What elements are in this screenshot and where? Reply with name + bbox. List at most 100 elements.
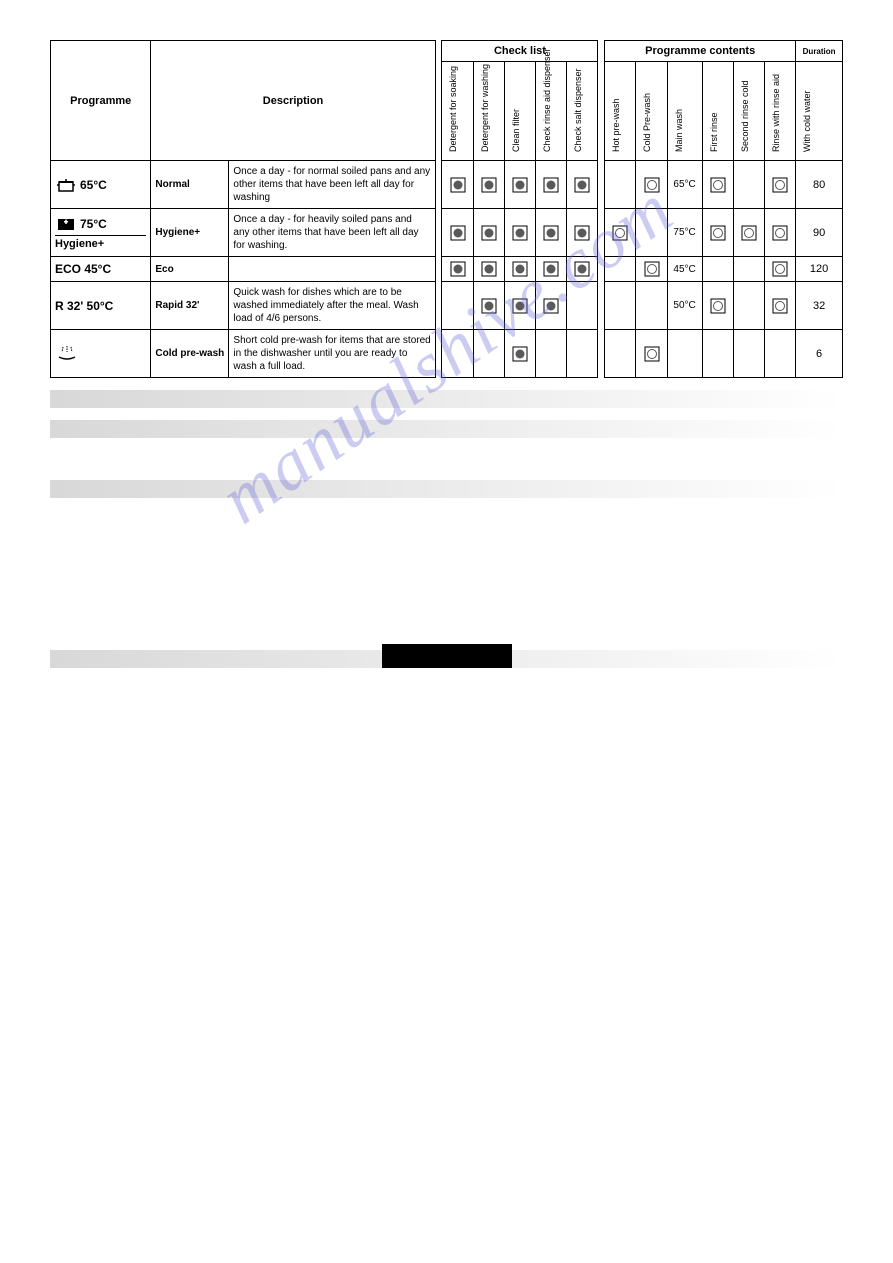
programme-cell: 75°CHygiene+ [51, 209, 151, 257]
header-prog-contents: Programme contents [605, 41, 796, 62]
programme-cell: 65°C [51, 161, 151, 209]
gap [435, 257, 442, 282]
checklist-cell [567, 161, 598, 209]
checklist-cell [473, 330, 504, 378]
prog-cell [636, 209, 667, 257]
table-row: 75°CHygiene+Hygiene+Once a day - for hea… [51, 209, 843, 257]
checklist-cell [473, 257, 504, 282]
gap [435, 282, 442, 330]
duration-cell: 32 [796, 282, 843, 330]
checklist-cell [504, 257, 535, 282]
prog-cell [605, 257, 636, 282]
programme-cell [51, 330, 151, 378]
gap [598, 41, 605, 161]
col-check-0: Detergent for soaking [446, 66, 460, 156]
programme-cell: R 32' 50°C [51, 282, 151, 330]
prog-cell [764, 161, 795, 209]
duration-cell: 120 [796, 257, 843, 282]
gap [598, 330, 605, 378]
programme-name: Normal [151, 161, 229, 209]
col-prog-4: Second rinse cold [738, 66, 752, 156]
duration-cell: 90 [796, 209, 843, 257]
checklist-cell [567, 209, 598, 257]
col-prog-5: Rinse with rinse aid [769, 66, 783, 156]
prog-cell [702, 282, 733, 330]
duration-cell: 80 [796, 161, 843, 209]
checklist-cell [536, 282, 567, 330]
programme-name: Rapid 32' [151, 282, 229, 330]
checklist-cell [442, 209, 473, 257]
programme-description: Once a day - for normal soiled pans and … [229, 161, 435, 209]
duration-cell: 6 [796, 330, 843, 378]
checklist-cell [473, 282, 504, 330]
checklist-cell [567, 257, 598, 282]
prog-cell [764, 257, 795, 282]
prog-cell: 50°C [667, 282, 702, 330]
prog-cell: 45°C [667, 257, 702, 282]
table-row: ECO 45°CEco45°C120 [51, 257, 843, 282]
prog-cell [636, 257, 667, 282]
gap [598, 209, 605, 257]
programme-name: Eco [151, 257, 229, 282]
prog-cell [702, 209, 733, 257]
checklist-cell [442, 282, 473, 330]
checklist-cell [473, 161, 504, 209]
programme-description: Quick wash for dishes which are to be wa… [229, 282, 435, 330]
checklist-cell [473, 209, 504, 257]
prog-cell [764, 330, 795, 378]
col-check-4: Check salt dispenser [571, 66, 585, 156]
checklist-cell [536, 209, 567, 257]
prog-cell [605, 282, 636, 330]
programme-table: Programme Description Check list Program… [50, 40, 843, 378]
prog-cell [733, 257, 764, 282]
prog-cell [764, 209, 795, 257]
gap [435, 41, 442, 161]
prog-cell [733, 209, 764, 257]
checklist-cell [504, 330, 535, 378]
programme-description: Once a day - for heavily soiled pans and… [229, 209, 435, 257]
programme-description: Short cold pre-wash for items that are s… [229, 330, 435, 378]
col-prog-3: First rinse [707, 66, 721, 156]
prog-cell [702, 257, 733, 282]
checklist-cell [442, 257, 473, 282]
checklist-cell [567, 282, 598, 330]
header-checklist: Check list [442, 41, 598, 62]
prog-cell [702, 330, 733, 378]
prog-cell: 75°C [667, 209, 702, 257]
col-prog-1: Cold Pre-wash [640, 66, 654, 156]
prog-cell [667, 330, 702, 378]
checklist-cell [504, 282, 535, 330]
gap [598, 257, 605, 282]
prog-cell [605, 330, 636, 378]
gap [435, 330, 442, 378]
table-row: R 32' 50°CRapid 32'Quick wash for dishes… [51, 282, 843, 330]
checklist-cell [536, 257, 567, 282]
checklist-cell [442, 330, 473, 378]
footer-black-bar [382, 644, 512, 668]
prog-cell [605, 161, 636, 209]
table-row: Cold pre-washShort cold pre-wash for ite… [51, 330, 843, 378]
prog-cell [764, 282, 795, 330]
col-prog-6: With cold water [800, 66, 814, 156]
table-header-row-1: Programme Description Check list Program… [51, 41, 843, 62]
checklist-cell [567, 330, 598, 378]
prog-cell [636, 282, 667, 330]
gray-bar [50, 420, 843, 438]
col-check-3: Check rinse aid dispenser [540, 66, 554, 156]
header-duration: Duration [796, 41, 843, 62]
checklist-cell [536, 161, 567, 209]
prog-cell [733, 282, 764, 330]
checklist-cell [504, 161, 535, 209]
programme-name: Hygiene+ [151, 209, 229, 257]
prog-cell [702, 161, 733, 209]
col-prog-0: Hot pre-wash [609, 66, 623, 156]
table-body: 65°CNormalOnce a day - for normal soiled… [51, 161, 843, 378]
prog-cell: 65°C [667, 161, 702, 209]
col-check-2: Clean filter [509, 66, 523, 156]
gray-bar [50, 480, 843, 498]
prog-cell [636, 330, 667, 378]
gap [435, 209, 442, 257]
page-container: Programme Description Check list Program… [0, 0, 893, 708]
prog-cell [605, 209, 636, 257]
programme-description [229, 257, 435, 282]
